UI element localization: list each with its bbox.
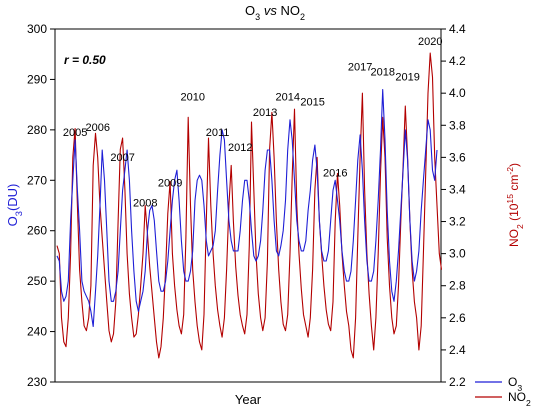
- label-part: ): [507, 163, 521, 167]
- left-tick-label: 250: [27, 274, 47, 288]
- left-tick-label: 260: [27, 224, 47, 238]
- label-part: (DU): [5, 184, 20, 211]
- year-label: 2007: [110, 152, 134, 164]
- left-tick-label: 240: [27, 325, 47, 339]
- right-tick-label: 2.4: [449, 343, 466, 357]
- year-label: 2015: [300, 97, 324, 109]
- right-tick-label: 4.4: [449, 22, 466, 36]
- o3-series-line: [56, 88, 438, 328]
- correlation-annotation: r = 0.50: [64, 53, 106, 67]
- right-tick-label: 4.0: [449, 86, 466, 100]
- label-part: 3: [517, 383, 522, 393]
- year-label: 2008: [133, 198, 157, 210]
- y-axis-left-label: O3(DU): [5, 184, 24, 227]
- left-tick-label: 300: [27, 22, 47, 36]
- label-part: O: [5, 216, 20, 226]
- label-part: (10: [507, 203, 521, 224]
- year-label: 2012: [228, 142, 252, 154]
- year-label: 2016: [323, 167, 347, 179]
- year-label: 2011: [206, 127, 230, 139]
- year-label: 2020: [418, 36, 442, 48]
- legend-label: O3: [508, 375, 522, 393]
- right-axis: 2.2 2.4 2.6 2.8 3.0 3.2 3.4 3.6 3.8 4.0 4.2 4.4: [441, 22, 466, 389]
- plot-area: [54, 28, 442, 383]
- year-label: 2014: [275, 92, 299, 104]
- left-tick-label: 280: [27, 123, 47, 137]
- x-axis-label: Year: [235, 392, 262, 407]
- label-part: 15: [505, 194, 515, 204]
- title-part: 3: [255, 12, 260, 22]
- year-label: 2019: [395, 71, 419, 83]
- left-tick-label: 270: [27, 173, 47, 187]
- label-part: NO: [507, 229, 521, 247]
- label-part: 3: [14, 211, 24, 216]
- label-part: O: [508, 375, 517, 389]
- left-tick-label: 230: [27, 375, 47, 389]
- title-part: NO: [280, 3, 300, 18]
- year-label: 2018: [370, 66, 394, 78]
- chart-title: O3 vs NO2: [245, 3, 305, 22]
- legend-label: NO2: [508, 390, 531, 408]
- label-part: -2: [505, 167, 515, 175]
- left-axis: 230 240 250 260 270 280 290 300: [27, 22, 55, 389]
- right-tick-label: 3.2: [449, 215, 466, 229]
- year-label: 2013: [253, 107, 277, 119]
- left-tick-label: 290: [27, 72, 47, 86]
- year-label: 2006: [85, 122, 109, 134]
- right-tick-label: 3.0: [449, 247, 466, 261]
- label-part: 2: [526, 398, 531, 408]
- right-tick-label: 2.6: [449, 311, 466, 325]
- year-label: 2017: [348, 61, 372, 73]
- right-tick-label: 3.8: [449, 118, 466, 132]
- title-part: O: [245, 3, 255, 18]
- right-tick-label: 3.4: [449, 182, 466, 196]
- title-part: vs: [264, 3, 278, 18]
- y-axis-right-label: NO2 (1015 cm-2): [505, 163, 525, 247]
- right-tick-label: 4.2: [449, 54, 466, 68]
- right-tick-label: 2.2: [449, 375, 466, 389]
- right-tick-label: 2.8: [449, 279, 466, 293]
- year-label: 2005: [63, 127, 87, 139]
- label-part: 2: [515, 224, 525, 229]
- year-label: 2009: [158, 177, 182, 189]
- label-part: cm: [507, 175, 521, 194]
- series-layer: [56, 52, 443, 359]
- right-tick-label: 3.6: [449, 150, 466, 164]
- year-label: 2010: [180, 92, 204, 104]
- label-part: NO: [508, 390, 526, 404]
- title-part: 2: [300, 12, 305, 22]
- no2-series-line: [56, 52, 443, 359]
